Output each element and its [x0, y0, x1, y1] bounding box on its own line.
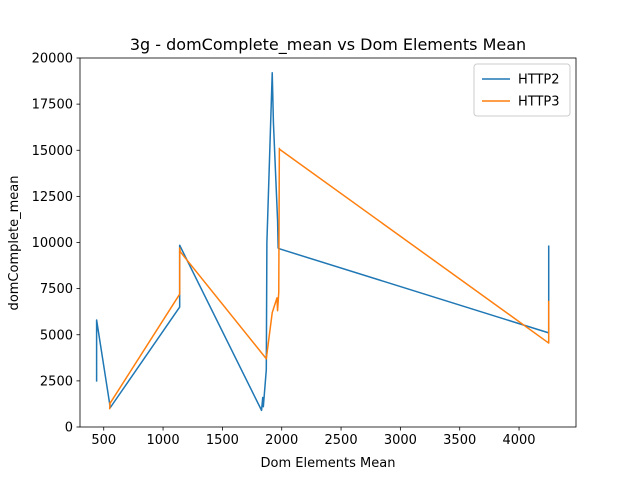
plot-area: 500 1000 1500 2000 2500 3000 3500 4000 0 2500 5000…: [32, 52, 577, 448]
x-tick-label: 1500: [206, 433, 239, 448]
x-tick-label: 1000: [147, 433, 180, 448]
y-tick-label: 12500: [32, 190, 73, 205]
x-tick-label: 2000: [265, 433, 298, 448]
x-tick-label: 3500: [443, 433, 476, 448]
x-axis-label: Dom Elements Mean: [261, 456, 396, 471]
y-tick-label: 15000: [32, 144, 73, 159]
legend-label-http2: HTTP2: [518, 73, 560, 88]
legend-label-http3: HTTP3: [518, 95, 560, 110]
y-tick-label: 5000: [40, 328, 73, 343]
y-tick-label: 0: [65, 421, 73, 436]
y-axis-label: domComplete_mean: [7, 176, 22, 311]
y-tick-label: 20000: [32, 52, 73, 67]
series-line-http3: [108, 147, 550, 410]
x-tick-label: 3000: [384, 433, 417, 448]
y-tick-label: 2500: [40, 374, 73, 389]
x-tick-label: 4000: [502, 433, 535, 448]
x-tick-label: 2500: [325, 433, 358, 448]
y-tick-label: 10000: [32, 236, 73, 251]
x-tick-label: 500: [91, 433, 116, 448]
y-tick-label: 17500: [32, 98, 73, 113]
y-tick-label: 7500: [40, 282, 73, 297]
legend-box: [473, 63, 571, 117]
chart-title: 3g - domComplete_mean vs Dom Elements Me…: [130, 35, 526, 55]
